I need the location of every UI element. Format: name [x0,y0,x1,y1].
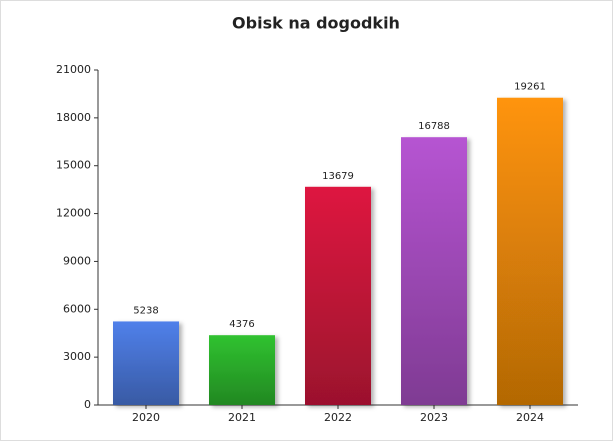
data-label: 19261 [514,82,546,93]
y-tick-label: 15000 [56,159,91,172]
data-label: 5238 [133,305,158,316]
y-tick-label: 18000 [56,111,91,124]
x-tick-label: 2021 [228,411,256,424]
bar [305,186,371,405]
y-tick-label: 0 [84,398,91,411]
y-tick-label: 6000 [63,302,91,315]
y-tick-label: 12000 [56,207,91,220]
bar [209,335,275,405]
bar [497,97,563,406]
data-label: 13679 [322,171,354,182]
bar [113,321,179,405]
x-tick-label: 2023 [420,411,448,424]
data-label: 4376 [229,319,254,330]
x-tick-label: 2020 [132,411,160,424]
chart-title: Obisk na dogodkih [232,14,400,33]
bar [401,137,467,406]
x-tick-label: 2024 [516,411,544,424]
data-label: 16788 [418,121,450,132]
y-tick-label: 21000 [56,63,91,76]
y-tick-label: 3000 [63,350,91,363]
y-tick-label: 9000 [63,254,91,267]
x-tick-label: 2022 [324,411,352,424]
